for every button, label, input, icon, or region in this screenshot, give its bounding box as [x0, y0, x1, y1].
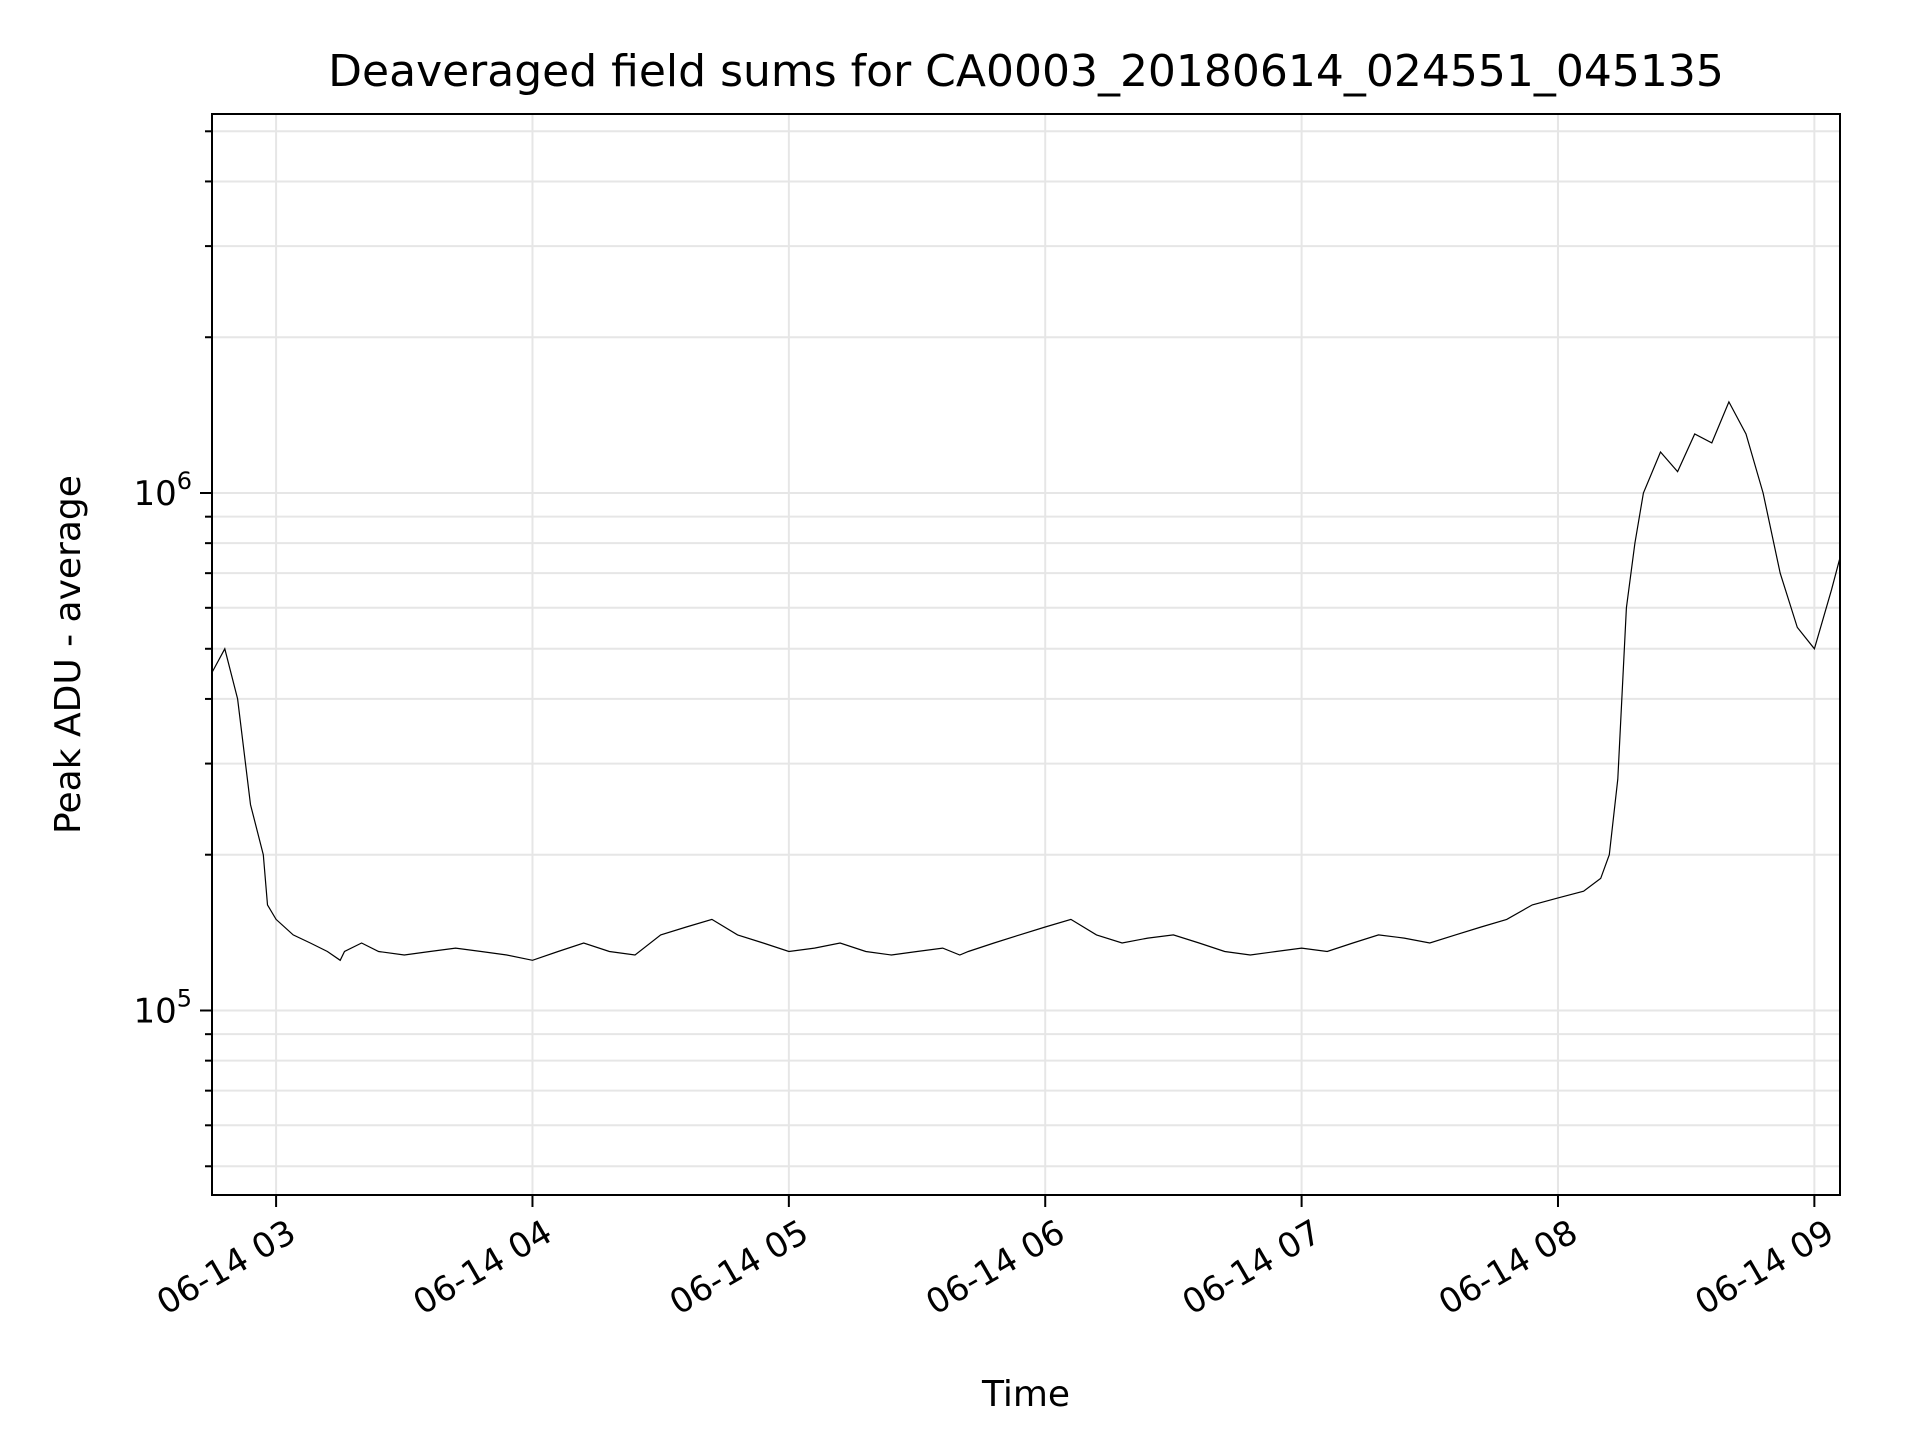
x-axis-label: Time — [981, 1374, 1070, 1415]
series-line — [211, 400, 1841, 962]
y-tick-base: 10 — [133, 474, 176, 514]
grid-lines — [212, 114, 1840, 1195]
y-tick-label: 105 — [133, 984, 192, 1031]
y-tick-base: 10 — [133, 991, 176, 1031]
y-axis-label: Peak ADU - average — [48, 475, 89, 834]
plot-frame — [211, 113, 1841, 1196]
y-tick-exponent: 5 — [177, 984, 192, 1012]
series-group — [211, 400, 1841, 962]
chart-title: Deaveraged field sums for CA0003_2018061… — [328, 46, 1724, 97]
y-tick-exponent: 6 — [177, 467, 192, 495]
y-tick-label: 106 — [133, 467, 192, 514]
